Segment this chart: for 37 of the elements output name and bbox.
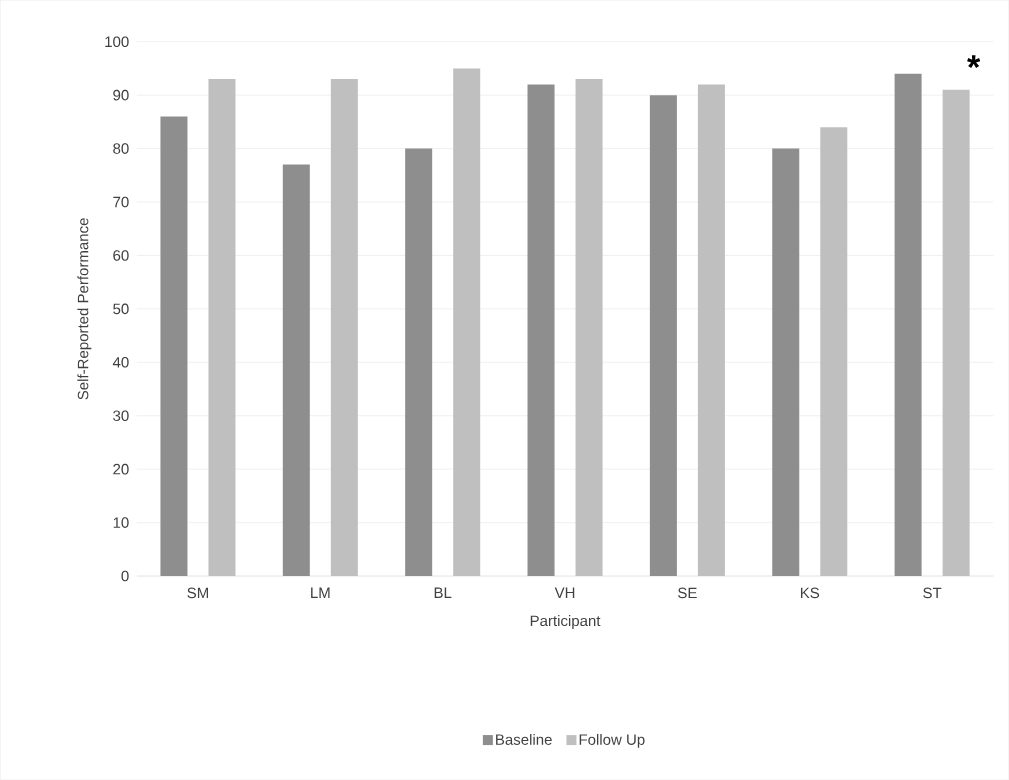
bar	[894, 73, 922, 577]
y-tick-label: 100	[105, 36, 129, 48]
y-tick-label: 20	[113, 463, 129, 475]
annotation: *	[967, 55, 981, 68]
bar	[282, 164, 310, 577]
y-axis-title: Self-Reported Performance	[77, 218, 92, 400]
legend-label: Follow Up	[579, 733, 645, 748]
x-tick-label: BL	[434, 587, 452, 598]
y-tick-label: 90	[113, 89, 129, 101]
y-tick-label: 50	[113, 303, 129, 315]
bar	[330, 79, 358, 577]
bar	[772, 148, 800, 577]
bar	[208, 79, 236, 577]
bar	[575, 79, 603, 577]
bar	[697, 84, 725, 577]
x-tick-label: ST	[923, 587, 942, 599]
x-axis-title: Participant	[530, 615, 601, 630]
bar	[527, 84, 555, 577]
y-tick-label: 0	[121, 570, 129, 582]
y-tick-label: 10	[113, 517, 129, 528]
bar	[942, 89, 970, 577]
bar	[405, 148, 433, 577]
x-tick-label: KS	[800, 587, 820, 599]
x-tick-label: SM	[187, 587, 208, 599]
bar	[160, 116, 188, 577]
bar	[820, 127, 848, 577]
y-tick-label: 30	[113, 410, 129, 422]
bar	[649, 95, 677, 577]
legend-label: Baseline	[496, 733, 552, 745]
x-tick-label: SE	[678, 587, 697, 599]
x-tick-label: VH	[554, 587, 575, 598]
bar	[453, 68, 481, 577]
y-tick-label: 40	[112, 357, 129, 368]
y-tick-label: 80	[113, 143, 129, 154]
y-tick-label: 70	[113, 196, 129, 208]
x-tick-label: LM	[311, 587, 330, 598]
y-tick-label: 60	[113, 250, 129, 261]
